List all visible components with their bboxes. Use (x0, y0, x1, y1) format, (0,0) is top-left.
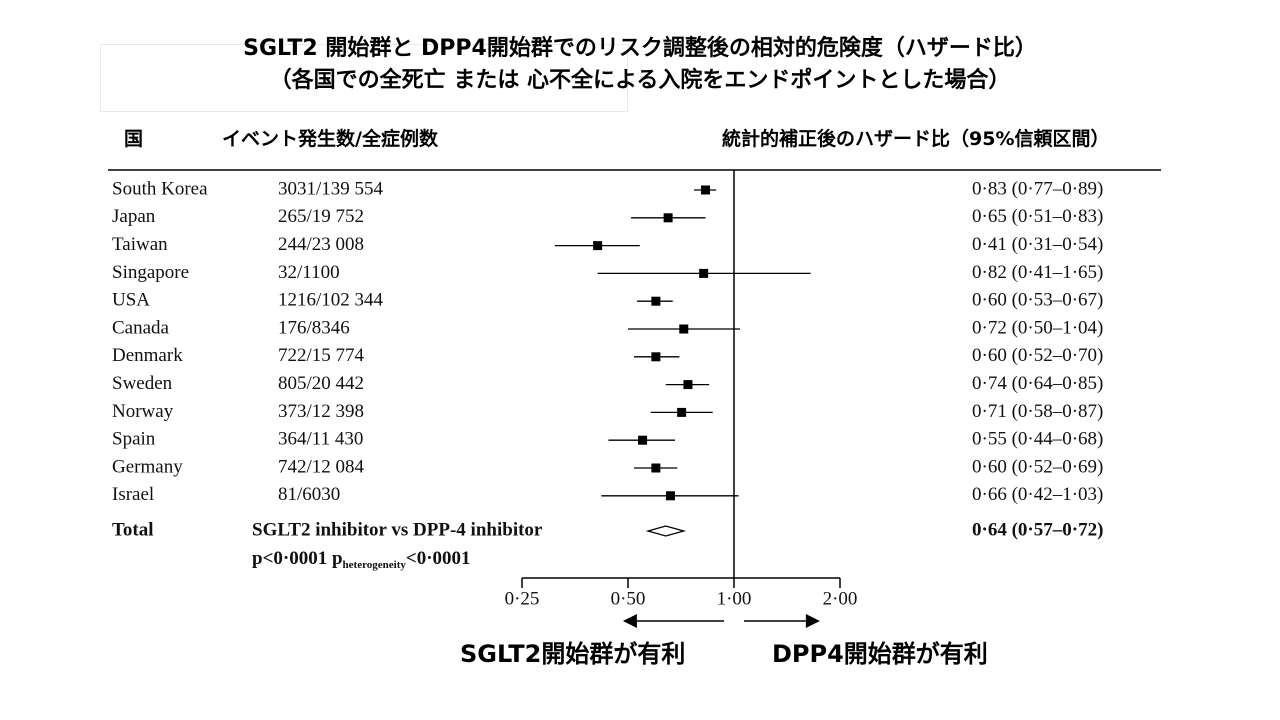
point-estimate-marker (651, 463, 661, 473)
row-country-label: Japan (112, 206, 156, 227)
row-country-label: Sweden (112, 373, 173, 394)
favors-dpp4-label: DPP4開始群が有利 (772, 640, 988, 668)
forest-row: Singapore 32/1100 0·82 (0·41–1·65) (112, 262, 1103, 283)
point-estimate-marker (699, 268, 709, 278)
point-estimate-marker (651, 296, 661, 306)
x-axis-tick-label: 0·50 (611, 588, 646, 609)
chart-title-line1: SGLT2 開始群と DPP4開始群でのリスク調整後の相対的危険度（ハザード比） (243, 36, 1037, 61)
row-events-label: 3031/139 554 (278, 178, 384, 199)
row-country-label: South Korea (112, 178, 208, 199)
row-hazard-ratio-label: 0·74 (0·64–0·85) (972, 373, 1103, 394)
title-frame (100, 44, 628, 112)
row-events-label: 805/20 442 (278, 373, 364, 394)
row-hazard-ratio-label: 0·82 (0·41–1·65) (972, 262, 1103, 283)
row-country-label: Taiwan (112, 234, 168, 255)
forest-row: USA 1216/102 344 0·60 (0·53–0·67) (112, 290, 1103, 311)
p-value-label: p<0·0001 pheterogeneity<0·0001 (252, 548, 471, 570)
x-axis-tick-label: 0·25 (505, 588, 540, 609)
point-estimate-marker (638, 435, 648, 445)
point-estimate-marker (679, 324, 689, 334)
row-country-label: Singapore (112, 262, 189, 283)
x-axis-tick-label: 1·00 (717, 588, 752, 609)
forest-row: Germany 742/12 084 0·60 (0·52–0·69) (112, 456, 1103, 477)
forest-row: Sweden 805/20 442 0·74 (0·64–0·85) (112, 373, 1103, 394)
forest-row: South Korea 3031/139 554 0·83 (0·77–0·89) (112, 178, 1103, 199)
forest-row: Canada 176/8346 0·72 (0·50–1·04) (112, 317, 1103, 338)
row-events-label: 81/6030 (278, 484, 340, 505)
point-estimate-marker (677, 407, 687, 417)
point-estimate-marker (683, 380, 693, 390)
point-estimate-marker (593, 241, 603, 251)
row-hazard-ratio-label: 0·83 (0·77–0·89) (972, 178, 1103, 199)
row-hazard-ratio-label: 0·65 (0·51–0·83) (972, 206, 1103, 227)
row-hazard-ratio-label: 0·72 (0·50–1·04) (972, 317, 1103, 338)
header-events: イベント発生数/全症例数 (222, 128, 438, 150)
row-country-label: Germany (112, 456, 183, 477)
row-country-label: Denmark (112, 345, 183, 366)
row-hazard-ratio-label: 0·66 (0·42–1·03) (972, 484, 1103, 505)
x-axis-tick-label: 2·00 (823, 588, 858, 609)
row-events-label: 244/23 008 (278, 234, 364, 255)
row-country-label: Israel (112, 484, 154, 505)
row-country-label: Norway (112, 401, 174, 422)
row-hazard-ratio-label: 0·71 (0·58–0·87) (972, 401, 1103, 422)
row-hazard-ratio-label: 0·60 (0·52–0·69) (972, 456, 1103, 477)
total-comparison-label: SGLT2 inhibitor vs DPP-4 inhibitor (252, 519, 543, 540)
row-country-label: Canada (112, 317, 170, 338)
row-country-label: Spain (112, 429, 156, 450)
row-hazard-ratio-label: 0·60 (0·52–0·70) (972, 345, 1103, 366)
row-events-label: 373/12 398 (278, 401, 364, 422)
row-hazard-ratio-label: 0·55 (0·44–0·68) (972, 429, 1103, 450)
row-events-label: 364/11 430 (278, 429, 363, 450)
forest-row: Denmark 722/15 774 0·60 (0·52–0·70) (112, 345, 1103, 366)
chart-title-line2: （各国での全死亡 または 心不全による入院をエンドポイントとした場合） (269, 68, 1011, 93)
row-events-label: 32/1100 (278, 262, 340, 283)
row-events-label: 265/19 752 (278, 206, 364, 227)
row-events-label: 722/15 774 (278, 345, 365, 366)
row-events-label: 742/12 084 (278, 456, 365, 477)
forest-row: Norway 373/12 398 0·71 (0·58–0·87) (112, 401, 1103, 422)
row-hazard-ratio-label: 0·60 (0·53–0·67) (972, 290, 1103, 311)
total-hazard-ratio-label: 0·64 (0·57–0·72) (972, 519, 1103, 540)
favors-right-arrow-head (805, 614, 820, 628)
header-hazard-ratio: 統計的補正後のハザード比（95%信頼区間） (722, 128, 1110, 150)
favors-sglt2-label: SGLT2開始群が有利 (460, 640, 686, 668)
point-estimate-marker (663, 213, 673, 223)
total-diamond (645, 525, 687, 537)
row-hazard-ratio-label: 0·41 (0·31–0·54) (972, 234, 1103, 255)
forest-row: Taiwan 244/23 008 0·41 (0·31–0·54) (112, 234, 1103, 255)
forest-row: Japan 265/19 752 0·65 (0·51–0·83) (112, 206, 1103, 227)
point-estimate-marker (665, 491, 675, 501)
forest-row: Spain 364/11 430 0·55 (0·44–0·68) (112, 429, 1103, 450)
row-events-label: 176/8346 (278, 317, 350, 338)
header-country: 国 (124, 128, 144, 150)
point-estimate-marker (701, 185, 711, 195)
forest-row: Israel 81/6030 0·66 (0·42–1·03) (112, 484, 1103, 505)
row-country-label: USA (112, 290, 150, 311)
row-events-label: 1216/102 344 (278, 290, 384, 311)
favors-left-arrow-head (622, 614, 637, 628)
point-estimate-marker (651, 352, 661, 362)
total-label: Total (112, 519, 154, 540)
